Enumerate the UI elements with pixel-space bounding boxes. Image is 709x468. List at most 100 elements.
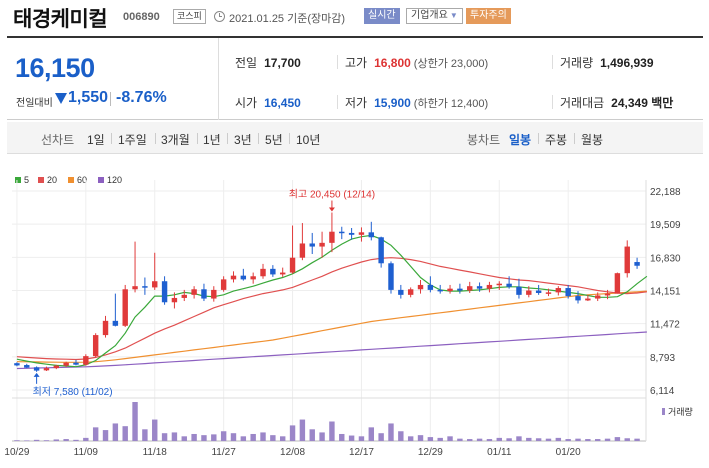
period-5y[interactable]: 5년	[265, 133, 283, 147]
stock-header: 태경케미컬 006890 코스피 2021.01.25 기준(장마감) 실시간 …	[0, 0, 709, 34]
volume-bar	[476, 438, 483, 441]
period-10y[interactable]: 10년	[296, 133, 321, 147]
candle-body	[585, 298, 591, 301]
volume-bar	[594, 439, 601, 441]
as-of-timestamp: 2021.01.25 기준(장마감)	[229, 13, 346, 25]
candle	[358, 227, 365, 242]
volume-bar	[250, 433, 256, 441]
candle	[467, 281, 473, 293]
volume-bar	[289, 425, 296, 441]
candle	[388, 261, 394, 294]
candle	[161, 276, 168, 305]
candle-body	[309, 243, 315, 247]
period-3m[interactable]: 3개월	[161, 133, 190, 147]
candle	[92, 333, 99, 358]
high-label: 고가	[345, 56, 368, 70]
volume-bar	[614, 437, 621, 441]
candle-body	[181, 294, 187, 298]
candle-body	[378, 237, 384, 264]
volume-bar	[181, 436, 187, 441]
divider	[110, 92, 111, 106]
period-weekly[interactable]: 주봉	[545, 133, 568, 147]
down-arrow-icon	[55, 93, 67, 104]
candle-body	[467, 286, 473, 291]
legend-label: 120	[107, 175, 123, 185]
candle-body	[339, 231, 345, 234]
volume-bar	[299, 419, 306, 441]
ma120-line	[16, 331, 647, 370]
candle	[201, 283, 207, 302]
x-tick-label: 11/27	[211, 447, 236, 458]
change-percent: -8.76%	[116, 89, 167, 106]
volume-bar	[83, 437, 89, 441]
divider	[337, 55, 338, 69]
y-tick-label: 8,793	[650, 353, 675, 364]
high-arrow-head	[328, 207, 335, 212]
divider	[538, 133, 539, 144]
lower-limit: (하한가 12,400)	[413, 98, 489, 110]
candle	[555, 286, 562, 296]
upper-limit: (상한가 23,000)	[413, 58, 489, 70]
market-badge: 코스피	[173, 9, 206, 24]
candle-body	[270, 268, 276, 275]
x-tick-label: 12/17	[349, 447, 374, 458]
volume-value: 1,496,939	[600, 56, 654, 70]
candle-body	[614, 273, 621, 294]
volume-bar	[565, 439, 571, 441]
period-monthly[interactable]: 월봉	[581, 133, 604, 147]
candle	[83, 354, 89, 366]
candle-body	[92, 335, 99, 357]
amount-cell: 거래대금 24,349 백만	[560, 94, 673, 111]
candle-body	[604, 293, 611, 296]
candle	[73, 359, 79, 366]
candle-body	[516, 286, 522, 295]
current-price: 16,150	[15, 53, 95, 83]
divider	[218, 38, 219, 120]
prev-close-label: 전일	[235, 56, 258, 70]
period-1d[interactable]: 1일	[87, 133, 105, 147]
high-cell: 고가 16,800 (상한가 23,000)	[345, 54, 488, 71]
volume-bar	[43, 440, 50, 441]
volume-bar	[73, 439, 79, 441]
candle	[457, 283, 463, 294]
volume-bar	[122, 426, 128, 441]
candle-body	[437, 289, 443, 292]
divider	[111, 133, 112, 144]
candle-body	[112, 320, 119, 326]
candle-body	[122, 289, 128, 326]
volume-bar	[457, 438, 463, 441]
investment-caution-badge[interactable]: 투자주의	[466, 8, 511, 24]
candle	[407, 287, 414, 298]
candle-body	[624, 246, 630, 274]
divider	[552, 95, 553, 109]
candle-chart-label: 봉차트	[467, 133, 501, 147]
candlestick-chart[interactable]: 거래량 22,188 19,509 16,830 14,151 11,472 8,793 6…	[0, 150, 709, 468]
volume-bar	[575, 438, 581, 441]
candle	[220, 276, 227, 292]
volume-bar	[24, 440, 30, 441]
high-value: 16,800	[374, 56, 411, 70]
candle	[348, 227, 355, 240]
realtime-button[interactable]: 실시간	[364, 8, 400, 24]
volume-bar	[526, 437, 532, 441]
volume-bar	[555, 437, 562, 441]
candle-body	[250, 276, 256, 280]
period-1w[interactable]: 1주일	[118, 133, 147, 147]
company-overview-button[interactable]: 기업개요 ▼	[406, 8, 463, 24]
amount-value: 24,349 백만	[611, 96, 674, 110]
volume-bar	[63, 439, 69, 441]
volume-bar	[427, 437, 434, 441]
y-tick-label: 6,114	[650, 386, 675, 397]
candle-body	[447, 288, 453, 292]
candle-body	[634, 262, 640, 266]
period-daily[interactable]: 일봉	[509, 133, 532, 147]
period-3y[interactable]: 3년	[234, 133, 252, 147]
candle	[240, 268, 247, 281]
volume-bar	[516, 436, 522, 441]
y-axis: 22,188 19,509 16,830 14,151 11,472 8,793 6,114	[650, 187, 681, 397]
candle	[33, 366, 40, 372]
amount-label: 거래대금	[560, 96, 605, 110]
volume-bar	[496, 437, 502, 441]
volume-bar	[329, 421, 335, 441]
period-1y[interactable]: 1년	[203, 133, 221, 147]
